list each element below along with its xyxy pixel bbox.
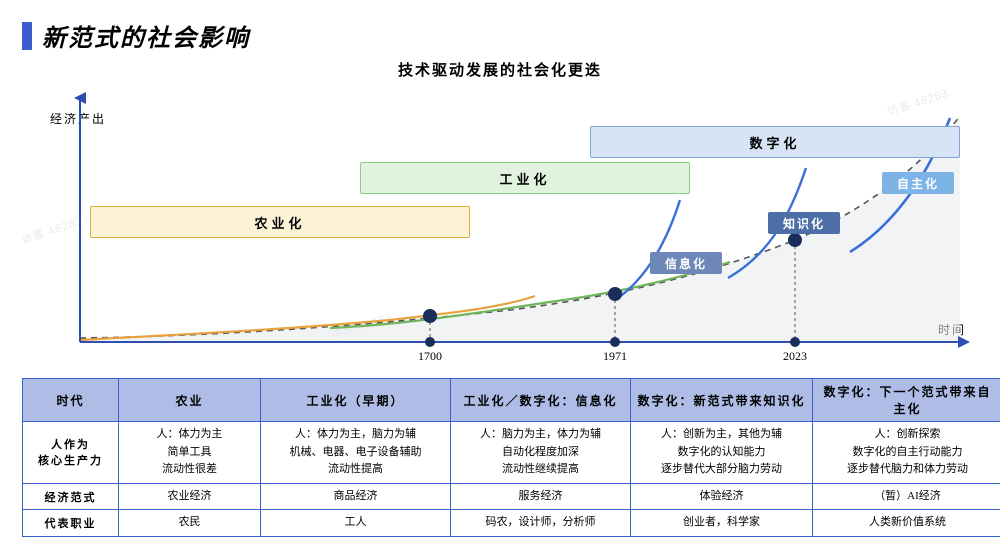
slide-title-row: 新范式的社会影响	[22, 18, 978, 53]
x-tick-label: 2023	[783, 349, 807, 364]
era-comparison-table: 时代农业工业化（早期）工业化／数字化：信息化数字化：新范式带来知识化数字化：下一…	[22, 378, 1000, 537]
table-body: 人作为核心生产力人：体力为主简单工具流动性很差人：体力为主，脑力为辅机械、电器、…	[23, 422, 1000, 537]
table-cell: 农民	[119, 510, 261, 537]
slide-title: 新范式的社会影响	[42, 18, 250, 53]
chart-subtitle: 技术驱动发展的社会化更迭	[22, 59, 978, 80]
table-header-row: 时代农业工业化（早期）工业化／数字化：信息化数字化：新范式带来知识化数字化：下一…	[23, 379, 1000, 422]
x-tick-label: 1971	[603, 349, 627, 364]
table-column-header: 数字化：新范式带来知识化	[631, 379, 813, 422]
table-column-header: 工业化／数字化：信息化	[451, 379, 631, 422]
table-row-header: 经济范式	[23, 483, 119, 510]
table-cell: （暂）AI经济	[813, 483, 1000, 510]
table-cell: 人：创新为主，其他为辅数字化的认知能力逐步替代大部分脑力劳动	[631, 422, 813, 484]
table-row: 人作为核心生产力人：体力为主简单工具流动性很差人：体力为主，脑力为辅机械、电器、…	[23, 422, 1000, 484]
growth-chart: 经济产出 时间 访客 46283 访客 46283 访客 46283	[30, 82, 970, 372]
table-row-header: 代表职业	[23, 510, 119, 537]
table-cell: 人类新价值系统	[813, 510, 1000, 537]
mini-badge-info: 信息化	[650, 252, 722, 274]
table-cell: 工人	[261, 510, 451, 537]
table-cell: 人：创新探索数字化的自主行动能力逐步替代脑力和体力劳动	[813, 422, 1000, 484]
table-cell: 体验经济	[631, 483, 813, 510]
table-cell: 商品经济	[261, 483, 451, 510]
table-cell: 服务经济	[451, 483, 631, 510]
title-accent-bar	[22, 22, 32, 50]
table-column-header: 农业	[119, 379, 261, 422]
table-row: 经济范式农业经济商品经济服务经济体验经济（暂）AI经济	[23, 483, 1000, 510]
table-column-header: 工业化（早期）	[261, 379, 451, 422]
table-cell: 人：脑力为主，体力为辅自动化程度加深流动性继续提高	[451, 422, 631, 484]
table-column-header: 时代	[23, 379, 119, 422]
table-cell: 农业经济	[119, 483, 261, 510]
phase-band-indus: 工业化	[360, 162, 690, 194]
table-row: 代表职业农民工人码农，设计师，分析师创业者，科学家人类新价值系统	[23, 510, 1000, 537]
table-cell: 码农，设计师，分析师	[451, 510, 631, 537]
table-row-header: 人作为核心生产力	[23, 422, 119, 484]
x-tick-label: 1700	[418, 349, 442, 364]
phase-band-digital: 数字化	[590, 126, 960, 158]
mini-badge-auto: 自主化	[882, 172, 954, 194]
milestone-marker	[788, 233, 802, 247]
table-cell: 创业者，科学家	[631, 510, 813, 537]
table-cell: 人：体力为主简单工具流动性很差	[119, 422, 261, 484]
table-cell: 人：体力为主，脑力为辅机械、电器、电子设备辅助流动性提高	[261, 422, 451, 484]
milestone-marker	[423, 309, 437, 323]
milestone-marker	[608, 287, 622, 301]
table-column-header: 数字化：下一个范式带来自主化	[813, 379, 1000, 422]
mini-badge-knowledge: 知识化	[768, 212, 840, 234]
phase-band-agri: 农业化	[90, 206, 470, 238]
